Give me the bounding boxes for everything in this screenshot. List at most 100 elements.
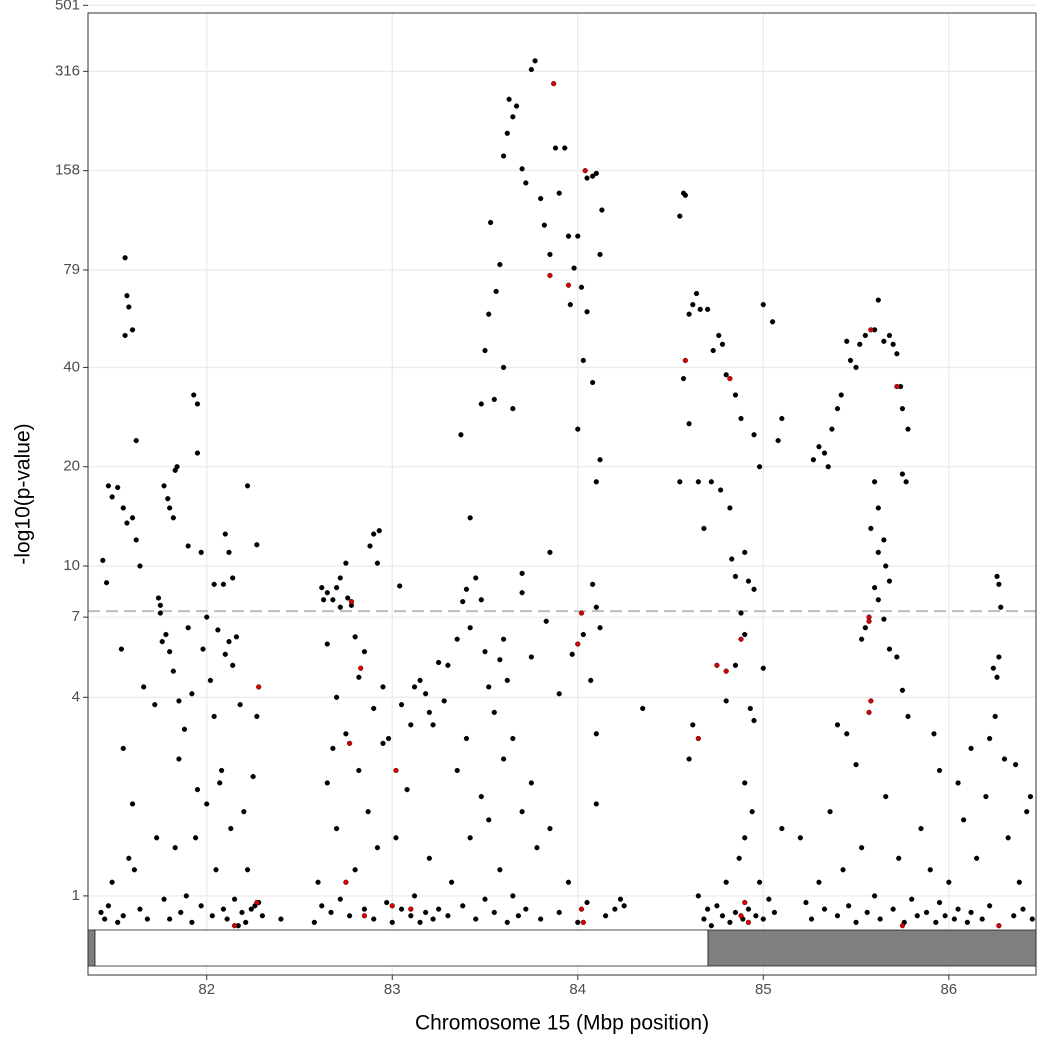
point <box>463 735 470 742</box>
point <box>224 916 230 922</box>
point <box>942 913 948 919</box>
point <box>590 379 596 386</box>
point <box>230 575 236 581</box>
point <box>211 581 217 587</box>
point <box>478 793 484 800</box>
point <box>846 903 852 909</box>
point <box>161 483 167 489</box>
point <box>346 740 353 746</box>
point <box>506 96 512 102</box>
point <box>883 563 889 569</box>
point <box>834 913 841 919</box>
point <box>871 479 878 485</box>
point <box>198 549 204 555</box>
point <box>109 494 115 500</box>
point <box>137 906 143 912</box>
point <box>1020 906 1026 912</box>
point <box>890 341 896 347</box>
point <box>124 520 130 526</box>
point <box>361 906 368 912</box>
point <box>115 919 121 925</box>
point <box>686 421 692 427</box>
grid <box>88 4 1036 975</box>
point <box>753 913 759 919</box>
x-tick-label: 83 <box>384 981 401 998</box>
point <box>556 190 562 196</box>
point <box>155 595 162 601</box>
point <box>955 906 961 912</box>
point <box>584 175 590 181</box>
point <box>411 893 418 899</box>
point <box>946 879 952 885</box>
point <box>714 662 720 668</box>
point <box>593 170 599 176</box>
point <box>181 726 188 732</box>
point <box>899 471 906 477</box>
point <box>248 906 254 912</box>
y-tick-label: 79 <box>63 261 80 278</box>
point <box>454 767 460 774</box>
point <box>129 801 136 807</box>
point <box>844 731 850 737</box>
point <box>597 457 603 463</box>
point <box>371 531 377 537</box>
point <box>154 835 160 841</box>
point <box>857 341 863 347</box>
point <box>510 114 516 120</box>
point <box>376 528 382 534</box>
point <box>797 835 803 841</box>
point <box>343 879 349 885</box>
point <box>133 537 139 543</box>
gene-track <box>707 929 1037 967</box>
point <box>254 899 260 906</box>
point <box>217 780 223 786</box>
point <box>356 767 362 774</box>
point <box>122 255 128 261</box>
point <box>449 879 455 885</box>
point <box>686 311 692 317</box>
point <box>894 383 900 390</box>
point <box>992 713 998 720</box>
point <box>927 867 933 873</box>
point <box>766 896 772 902</box>
point <box>122 332 128 339</box>
point <box>881 616 887 622</box>
point <box>408 913 414 919</box>
point <box>374 845 381 851</box>
point <box>473 916 479 922</box>
point <box>987 903 993 909</box>
point <box>990 665 996 671</box>
point <box>361 649 368 655</box>
point <box>397 583 403 589</box>
point <box>380 684 386 690</box>
point <box>233 634 240 640</box>
point <box>165 496 171 502</box>
point <box>862 625 868 631</box>
point <box>732 662 739 668</box>
point <box>244 867 251 873</box>
point <box>727 505 733 511</box>
point <box>131 867 137 873</box>
points <box>98 58 1035 929</box>
point <box>482 347 488 354</box>
point <box>141 684 147 690</box>
point <box>220 581 227 587</box>
point <box>853 762 859 768</box>
point <box>538 195 544 202</box>
point <box>866 618 872 624</box>
point <box>597 251 603 258</box>
point <box>510 735 516 742</box>
point <box>194 787 201 793</box>
point <box>1011 913 1017 919</box>
point <box>602 913 609 919</box>
point <box>129 327 136 333</box>
point <box>478 597 484 603</box>
point <box>840 867 846 873</box>
point <box>528 654 534 660</box>
y-axis-title: -log10(p-value) <box>12 423 35 564</box>
point <box>998 604 1004 610</box>
point <box>315 879 321 885</box>
y-tick-label: 501 <box>55 0 80 13</box>
point <box>385 735 392 742</box>
